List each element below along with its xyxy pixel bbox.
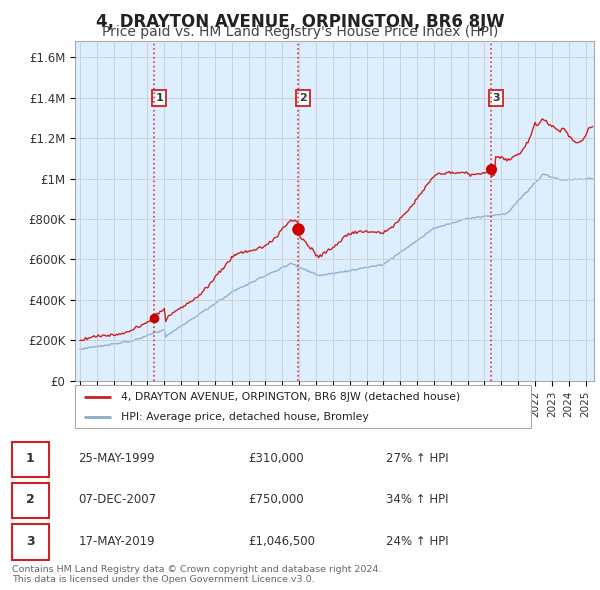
Text: 24% ↑ HPI: 24% ↑ HPI (386, 535, 449, 548)
Text: 34% ↑ HPI: 34% ↑ HPI (386, 493, 449, 506)
Bar (12, 483, 49, 519)
Text: £310,000: £310,000 (248, 452, 304, 465)
Text: 1: 1 (26, 452, 35, 465)
Text: 1: 1 (155, 93, 163, 103)
Text: 25-MAY-1999: 25-MAY-1999 (78, 452, 155, 465)
Text: 07-DEC-2007: 07-DEC-2007 (78, 493, 157, 506)
Text: HPI: Average price, detached house, Bromley: HPI: Average price, detached house, Brom… (121, 412, 368, 422)
Text: Contains HM Land Registry data © Crown copyright and database right 2024.
This d: Contains HM Land Registry data © Crown c… (12, 565, 382, 584)
Text: 2: 2 (299, 93, 307, 103)
Bar (12, 441, 49, 477)
Text: 3: 3 (26, 535, 35, 548)
Bar (12, 524, 49, 560)
Text: 27% ↑ HPI: 27% ↑ HPI (386, 452, 449, 465)
Text: 2: 2 (26, 493, 35, 506)
Text: Price paid vs. HM Land Registry's House Price Index (HPI): Price paid vs. HM Land Registry's House … (102, 25, 498, 40)
Text: 17-MAY-2019: 17-MAY-2019 (78, 535, 155, 548)
Text: 3: 3 (492, 93, 500, 103)
Text: £750,000: £750,000 (248, 493, 304, 506)
Text: 4, DRAYTON AVENUE, ORPINGTON, BR6 8JW (detached house): 4, DRAYTON AVENUE, ORPINGTON, BR6 8JW (d… (121, 392, 460, 402)
Text: £1,046,500: £1,046,500 (248, 535, 315, 548)
Text: 4, DRAYTON AVENUE, ORPINGTON, BR6 8JW: 4, DRAYTON AVENUE, ORPINGTON, BR6 8JW (95, 13, 505, 31)
